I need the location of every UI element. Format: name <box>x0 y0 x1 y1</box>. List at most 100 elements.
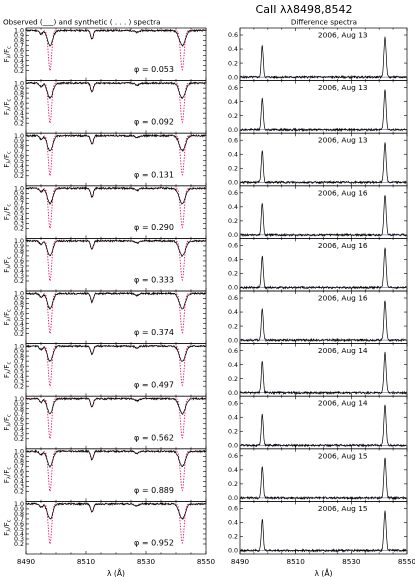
left-panel-title: Observed (___) and synthetic ( . . . ) s… <box>3 18 161 27</box>
y-tick-label: 1.0 <box>14 28 24 35</box>
y-tick-label: 0.8 <box>14 353 24 360</box>
y-tick-label: 0.5 <box>14 368 24 375</box>
x-tick-label: 8550 <box>197 557 216 566</box>
y-tick-label: 0.4 <box>14 479 24 486</box>
y-tick-label: 0.7 <box>14 358 24 365</box>
y-tick-label: 0.4 <box>14 426 24 433</box>
y-tick-label: 0.7 <box>14 306 24 313</box>
y-tick-label: 0.9 <box>14 138 24 145</box>
y-tick-label: 0.2 <box>228 218 238 225</box>
x-tick-label: 8510 <box>287 557 306 566</box>
y-tick-label: 0.0 <box>228 337 238 344</box>
y-tick-label: 0.4 <box>14 216 24 223</box>
y-tick-label: 0.4 <box>14 531 24 538</box>
phase-label: φ = 0.889 <box>134 486 174 495</box>
difference-panel-5: 0.0 0.2 0.4 0.6 2006, Aug 16 <box>228 238 408 292</box>
y-tick-label: 0.8 <box>14 248 24 255</box>
right-x-axis-label: λ (Å) <box>314 569 332 577</box>
observed-spectrum-line <box>26 238 206 258</box>
y-axis-label: Fλ/Fc <box>2 256 13 273</box>
observed-panel-4: 0.20.30.40.50.60.70.80.91.0 Fλ/Fc φ = 0.29… <box>2 185 207 239</box>
y-axis-label: Fλ/Fc <box>2 519 13 536</box>
difference-spectrum-line <box>240 142 407 185</box>
y-tick-label: 0.8 <box>14 196 24 203</box>
y-tick-label: 0.6 <box>14 469 24 476</box>
y-tick-label: 0.5 <box>14 421 24 428</box>
y-tick-label: 0.0 <box>228 495 238 502</box>
phase-label: φ = 0.952 <box>134 539 174 548</box>
observed-spectrum-line <box>26 186 206 206</box>
difference-panel-2: 0.0 0.2 0.4 0.6 2006, Aug 13 <box>228 80 408 134</box>
y-axis-label: Fλ/Fc <box>2 98 13 115</box>
y-tick-label: 0.3 <box>14 326 24 333</box>
y-tick-label: 0.4 <box>14 268 24 275</box>
right-panel-title: Difference spectra <box>291 18 357 27</box>
y-tick-label: 0.2 <box>228 323 238 330</box>
difference-spectrum-line <box>240 36 407 80</box>
y-tick-label: 0.2 <box>14 489 24 496</box>
y-tick-label: 0.9 <box>14 191 24 198</box>
observed-panel-9: 0.20.30.40.50.60.70.80.91.0 Fλ/Fc φ = 0.88… <box>2 448 207 502</box>
date-label: 2006, Aug 13 <box>318 31 368 40</box>
observed-spectrum-line <box>26 291 206 310</box>
y-tick-label: 0.4 <box>228 414 238 421</box>
date-label: 2006, Aug 14 <box>318 346 368 355</box>
y-tick-label: 0.5 <box>14 526 24 533</box>
y-tick-label: 0.6 <box>14 48 24 55</box>
y-tick-label: 0.4 <box>14 373 24 380</box>
y-tick-label: 0.7 <box>14 201 24 208</box>
date-label: 2006, Aug 15 <box>318 504 368 513</box>
y-tick-label: 0.7 <box>14 43 24 50</box>
difference-spectrum-line <box>240 404 407 448</box>
y-tick-label: 0.2 <box>228 376 238 383</box>
x-tick-label: 8530 <box>137 557 156 566</box>
y-tick-label: 0.2 <box>228 428 238 435</box>
y-tick-label: 0.6 <box>14 258 24 265</box>
x-tick-label: 8510 <box>77 557 96 566</box>
y-tick-label: 0.9 <box>14 296 24 303</box>
y-tick-label: 0.9 <box>14 243 24 250</box>
phase-label: φ = 0.333 <box>134 276 174 285</box>
y-tick-label: 0.2 <box>14 173 24 180</box>
y-tick-label: 0.0 <box>228 179 238 186</box>
y-tick-label: 0.2 <box>228 113 238 120</box>
y-tick-label: 0.3 <box>14 378 24 385</box>
y-tick-label: 0.2 <box>14 68 24 75</box>
y-tick-label: 1.0 <box>14 291 24 298</box>
y-tick-label: 0.3 <box>14 63 24 70</box>
phase-label: φ = 0.497 <box>134 381 174 390</box>
difference-panel-9: 0.0 0.2 0.4 0.6 2006, Aug 15 <box>228 448 408 502</box>
observed-panel-1: 0.20.30.40.50.60.70.80.91.0 Fλ/Fc φ = 0.05… <box>2 27 207 81</box>
y-tick-label: 0.0 <box>228 232 238 239</box>
y-tick-label: 0.4 <box>228 204 238 211</box>
observed-panel-6: 0.20.30.40.50.60.70.80.91.0 Fλ/Fc φ = 0.37… <box>2 290 207 344</box>
y-axis-label: Fλ/Fc <box>2 414 13 431</box>
difference-spectrum-line <box>240 351 407 395</box>
x-tick-label: 8550 <box>398 557 415 566</box>
observed-panel-8: 0.20.30.40.50.60.70.80.91.0 Fλ/Fc φ = 0.56… <box>2 395 207 450</box>
y-axis-label: Fλ/Fc <box>2 361 13 378</box>
y-tick-label: 0.5 <box>14 158 24 165</box>
y-tick-label: 0.4 <box>228 46 238 53</box>
y-tick-label: 1.0 <box>14 396 24 403</box>
y-tick-label: 0.0 <box>228 548 238 555</box>
observed-spectrum-line <box>26 28 206 47</box>
y-tick-label: 0.2 <box>14 436 24 443</box>
y-tick-label: 0.5 <box>14 211 24 218</box>
y-tick-label: 0.9 <box>14 506 24 513</box>
y-tick-label: 0.6 <box>228 32 238 39</box>
x-tick-label: 8490 <box>17 557 36 566</box>
x-tick-label: 8490 <box>231 557 250 566</box>
y-tick-label: 0.5 <box>14 53 24 60</box>
y-tick-label: 0.3 <box>14 431 24 438</box>
y-tick-label: 0.8 <box>14 301 24 308</box>
y-tick-label: 0.8 <box>14 38 24 45</box>
y-tick-label: 0.7 <box>14 464 24 471</box>
y-axis-label: Fλ/Fc <box>2 467 13 484</box>
y-tick-label: 0.0 <box>228 390 238 397</box>
observed-panel-10: 0.20.30.40.50.60.70.80.91.0 Fλ/Fc φ = 0.95… <box>2 501 207 555</box>
date-label: 2006, Aug 16 <box>318 241 368 250</box>
y-axis-label: Fλ/Fc <box>2 46 13 63</box>
y-tick-label: 0.9 <box>14 348 24 355</box>
